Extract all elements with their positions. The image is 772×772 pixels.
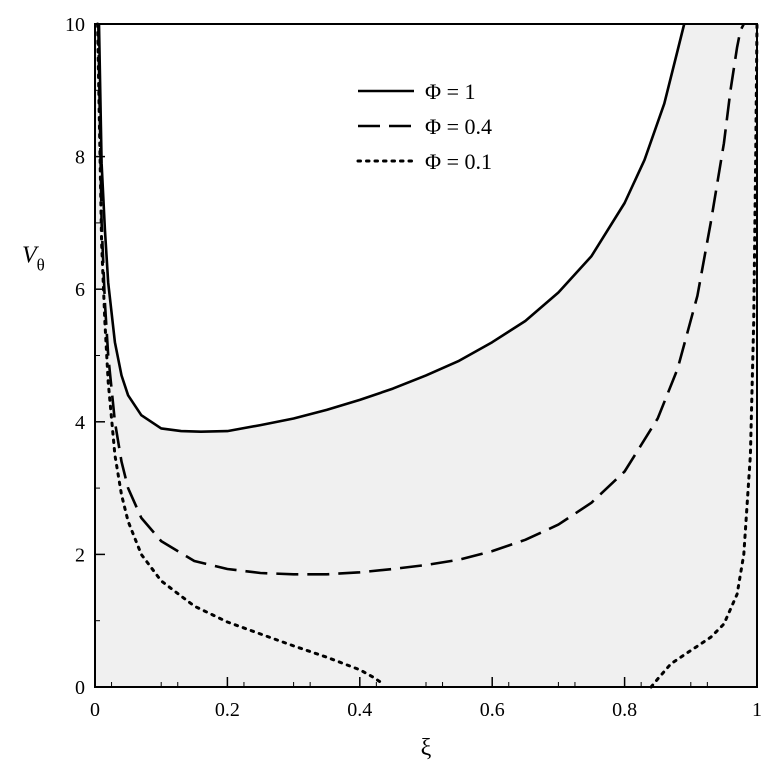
x-tick-label: 0 bbox=[90, 699, 100, 721]
axis-labels: ξ Vθ bbox=[22, 243, 432, 761]
x-tick-label: 0.8 bbox=[612, 699, 637, 721]
x-tick-label: 0.2 bbox=[215, 699, 240, 721]
y-tick-label: 8 bbox=[75, 147, 85, 169]
shaded-region bbox=[95, 24, 757, 687]
x-axis-label: ξ bbox=[421, 735, 432, 761]
y-tick-label: 4 bbox=[75, 412, 85, 434]
x-tick-label: 0.4 bbox=[347, 699, 372, 721]
legend-label-1: Φ = 0.4 bbox=[425, 114, 492, 139]
y-tick-label: 10 bbox=[65, 14, 85, 36]
x-tick-label: 1 bbox=[752, 699, 762, 721]
legend: Φ = 1 Φ = 0.4 Φ = 0.1 bbox=[356, 79, 492, 174]
series-line-0 bbox=[97, 23, 686, 434]
y-axis-label: Vθ bbox=[22, 243, 45, 275]
legend-label-0: Φ = 1 bbox=[425, 79, 476, 104]
legend-label-2: Φ = 0.1 bbox=[425, 149, 492, 174]
y-tick-label: 6 bbox=[75, 279, 85, 301]
y-axis-label-subscript: θ bbox=[37, 256, 45, 275]
series-line-3 bbox=[649, 22, 759, 689]
series-layer bbox=[96, 22, 759, 689]
y-tick-label: 2 bbox=[75, 544, 85, 566]
y-tick-label: 0 bbox=[75, 677, 85, 699]
y-axis-label-main: V bbox=[22, 243, 39, 269]
x-tick-label: 0.6 bbox=[480, 699, 505, 721]
series-line-1 bbox=[97, 23, 745, 576]
